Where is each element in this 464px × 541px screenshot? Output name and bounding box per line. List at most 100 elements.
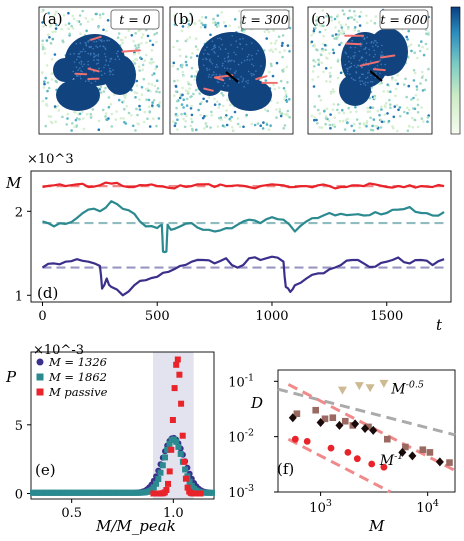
particle xyxy=(245,113,248,117)
particle xyxy=(355,20,359,24)
panel-f-point xyxy=(344,449,352,456)
particle xyxy=(380,105,383,109)
particle xyxy=(386,90,390,93)
particle xyxy=(176,99,179,103)
lattice-site xyxy=(251,74,253,77)
particle xyxy=(398,106,402,109)
lattice-site xyxy=(227,60,230,63)
lattice-site xyxy=(219,37,221,39)
panel-f-point xyxy=(408,451,417,461)
lattice-site xyxy=(245,43,248,46)
particle xyxy=(369,128,373,132)
particle xyxy=(336,59,340,63)
lattice-site xyxy=(81,70,83,73)
panel-e-multiplier: ×10^-3 xyxy=(33,343,84,358)
particle xyxy=(266,109,270,113)
particle xyxy=(325,80,328,83)
particle xyxy=(273,42,277,45)
particle xyxy=(332,51,336,55)
particle xyxy=(140,93,144,96)
particle xyxy=(368,96,372,100)
particle xyxy=(43,80,46,83)
lattice-site xyxy=(355,71,357,73)
panel-f-point xyxy=(288,413,297,423)
particle xyxy=(353,122,356,126)
cluster-part xyxy=(53,58,77,82)
particle xyxy=(313,105,317,108)
particle xyxy=(99,91,103,94)
particle xyxy=(123,107,126,111)
particle xyxy=(369,116,372,120)
lattice-site xyxy=(79,67,81,69)
particle xyxy=(277,35,281,38)
particle xyxy=(318,30,322,34)
particle xyxy=(148,125,152,128)
lattice-site xyxy=(354,79,356,82)
lattice-site xyxy=(114,58,117,61)
cluster-part xyxy=(228,79,272,111)
lattice-site xyxy=(361,66,363,69)
particle xyxy=(275,116,278,119)
particle xyxy=(102,90,106,93)
particle xyxy=(242,30,246,34)
particle xyxy=(176,118,179,121)
particle xyxy=(217,106,221,109)
lattice-site xyxy=(211,74,213,76)
lattice-site xyxy=(242,37,244,40)
particle xyxy=(383,113,387,116)
particle xyxy=(137,123,140,126)
particle xyxy=(57,109,61,112)
particle xyxy=(199,26,203,29)
lattice-site xyxy=(366,36,369,38)
particle xyxy=(147,105,151,108)
particle xyxy=(382,90,386,93)
lattice-site xyxy=(238,81,240,84)
particle xyxy=(104,112,108,115)
particle xyxy=(413,118,417,122)
lattice-site xyxy=(239,38,241,40)
particle xyxy=(369,106,372,109)
lattice-site xyxy=(374,53,377,56)
particle xyxy=(67,11,70,15)
panel-e-xtick-label: 0.5 xyxy=(61,506,82,521)
lattice-site xyxy=(245,80,247,83)
particle xyxy=(224,24,227,28)
lattice-site xyxy=(364,47,367,50)
particle xyxy=(81,9,84,13)
particle xyxy=(310,34,313,37)
lattice-site xyxy=(229,60,232,62)
particle xyxy=(415,85,419,88)
particle xyxy=(321,42,325,46)
particle xyxy=(283,124,287,127)
lattice-site xyxy=(248,53,250,56)
particle xyxy=(261,127,265,130)
particle xyxy=(189,107,193,110)
particle xyxy=(81,110,84,114)
particle xyxy=(318,126,322,129)
particle xyxy=(181,19,184,22)
lattice-site xyxy=(260,65,262,67)
lattice-site xyxy=(229,78,231,81)
defect-streak xyxy=(87,67,100,73)
particle xyxy=(70,129,73,132)
lattice-site xyxy=(208,53,210,56)
particle xyxy=(407,84,411,88)
particle xyxy=(250,122,254,126)
lattice-site xyxy=(240,76,242,78)
particle xyxy=(198,19,201,22)
panel-e-point xyxy=(174,356,181,363)
particle xyxy=(225,109,228,112)
particle xyxy=(97,119,101,123)
particle xyxy=(67,27,70,31)
particle xyxy=(55,80,58,84)
panel-f-point xyxy=(379,379,389,388)
particle xyxy=(155,31,159,35)
particle xyxy=(373,21,377,25)
particle xyxy=(416,98,420,101)
particle xyxy=(226,98,229,102)
particle xyxy=(138,65,141,68)
particle xyxy=(321,9,325,12)
panel-e-point xyxy=(171,385,178,392)
particle xyxy=(396,74,400,77)
